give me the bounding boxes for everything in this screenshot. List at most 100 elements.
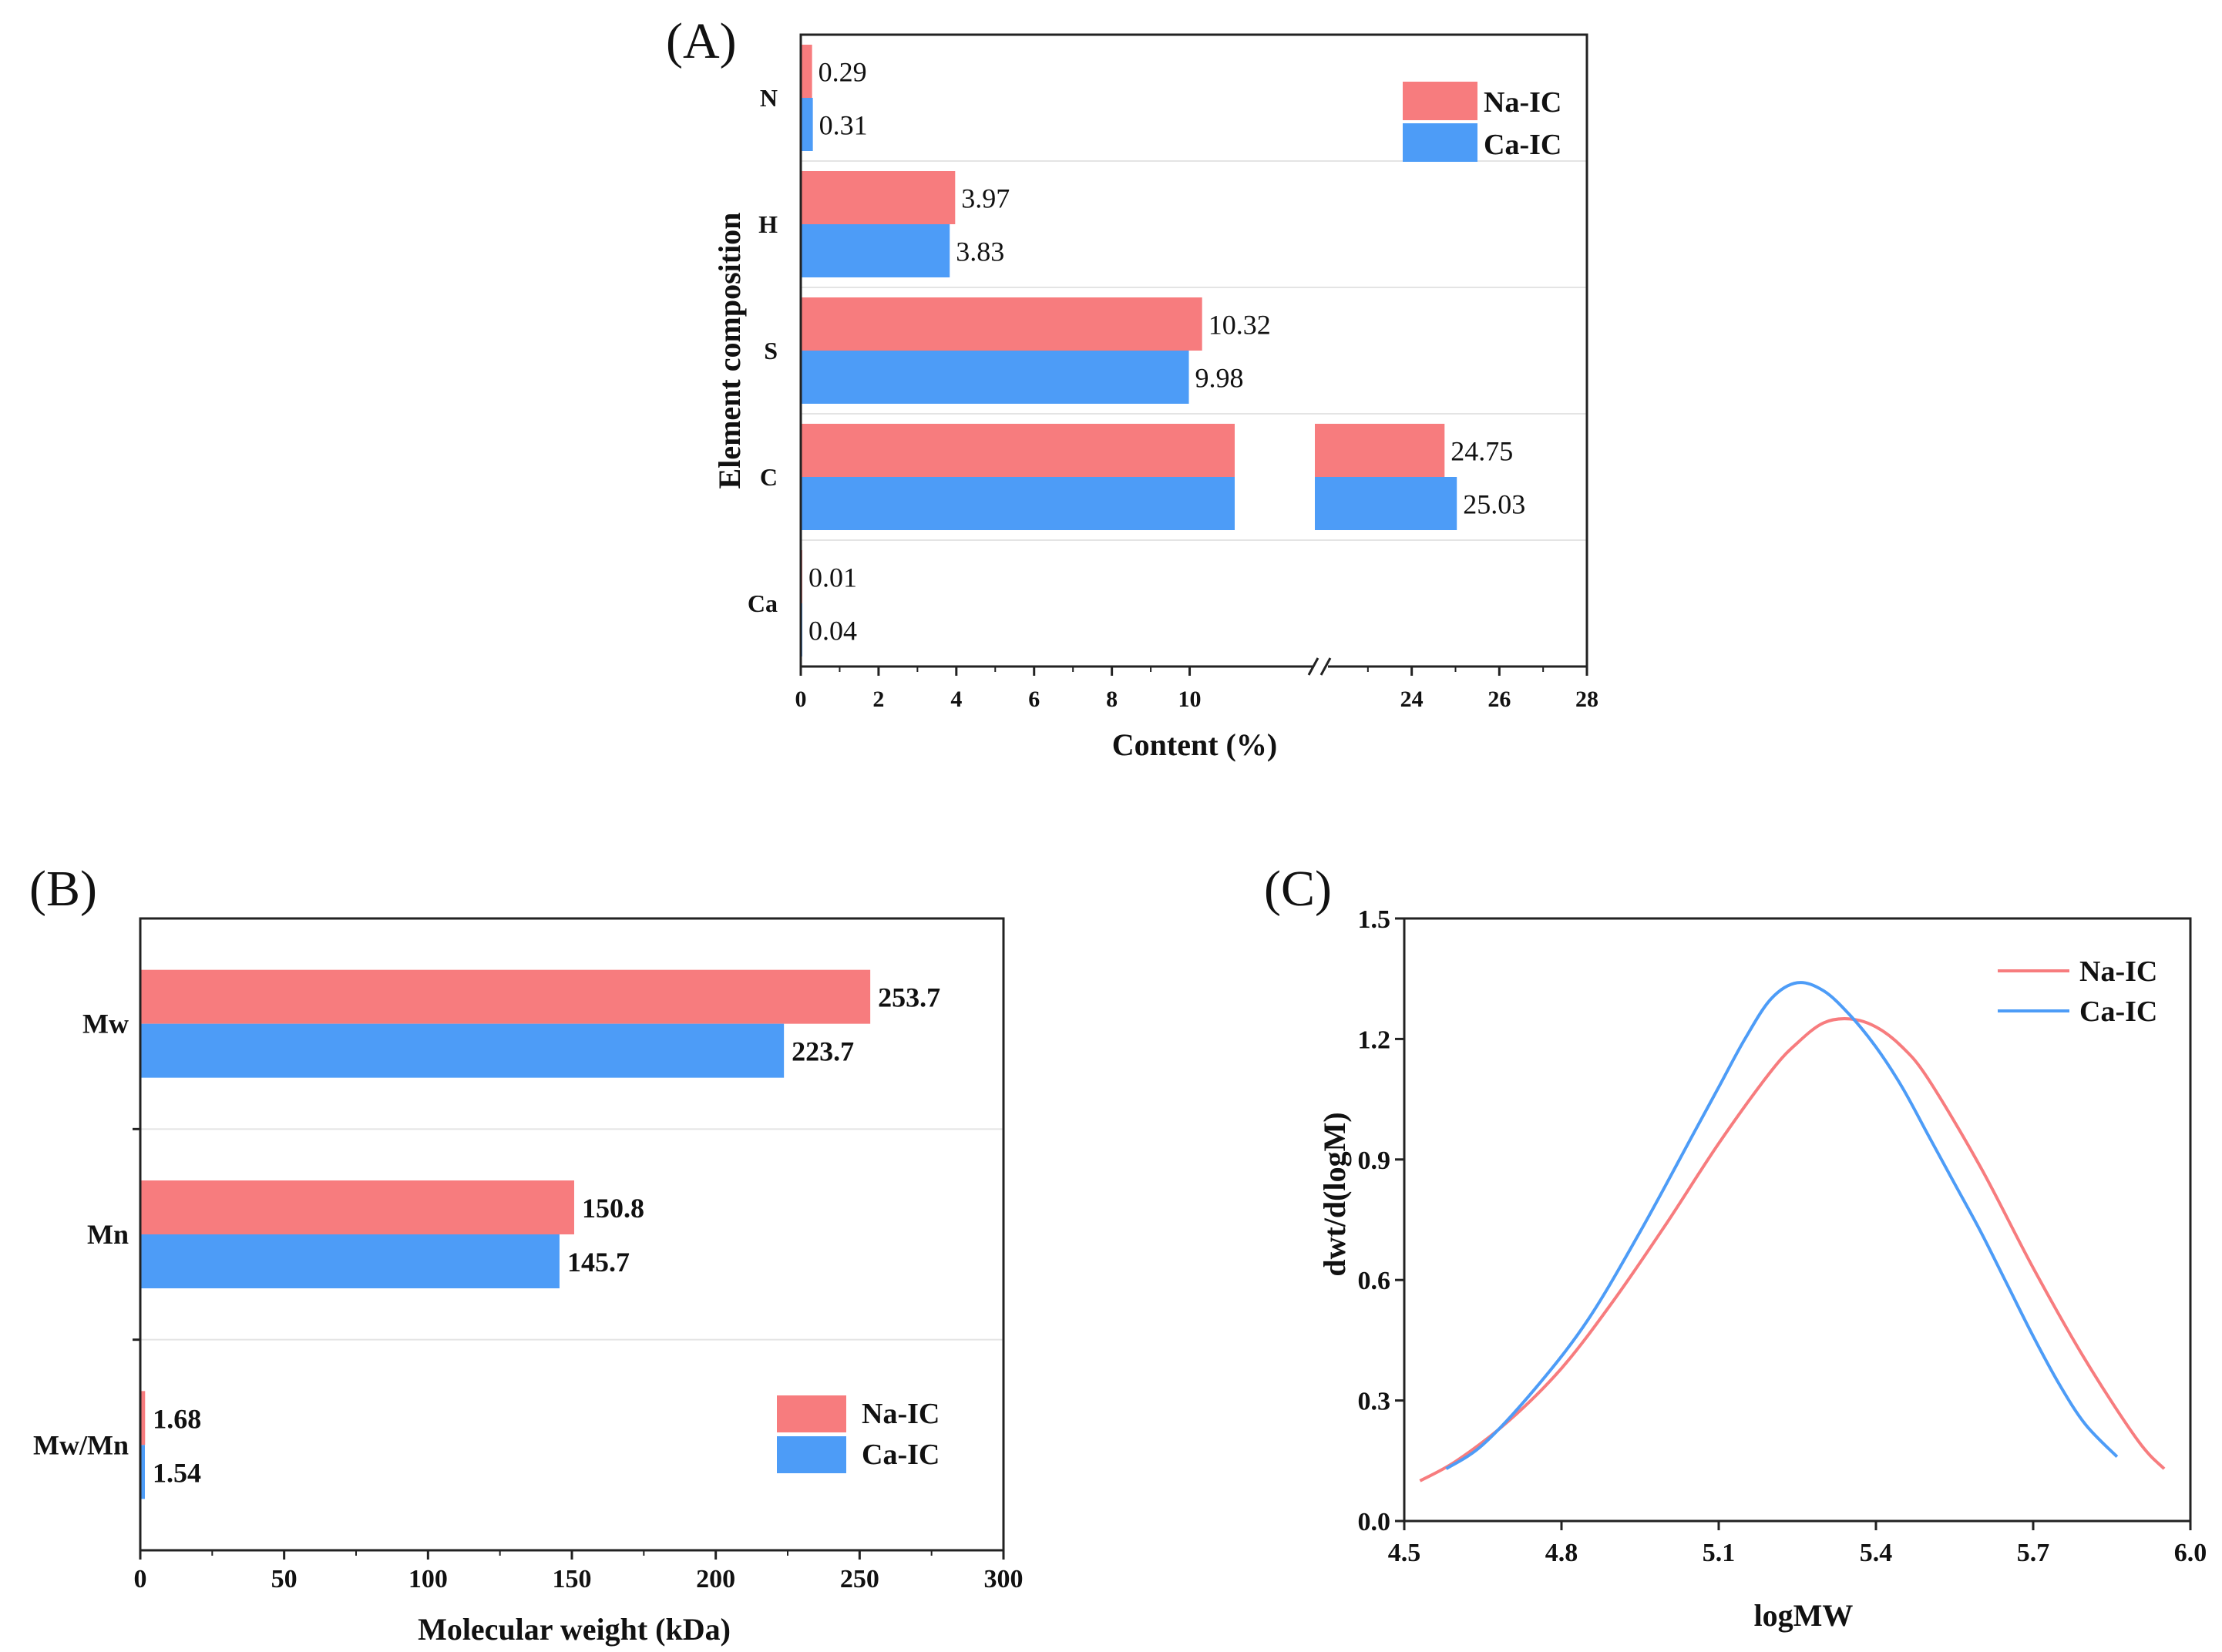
- data-label-ca-ic-mw: 223.7: [792, 1036, 854, 1067]
- panel-c-y-axis-title: dwt/d(logM): [1317, 1112, 1352, 1276]
- panel-c-x-axis-title: logMW: [1754, 1598, 1854, 1633]
- data-label-ca-ic-h: 3.83: [956, 237, 1004, 267]
- category-label-ca: Ca: [748, 589, 778, 617]
- x-tick-label-4.8: 4.8: [1545, 1539, 1578, 1567]
- legend-label-ca-ic: Ca-IC: [2079, 996, 2157, 1028]
- x-tick-label-26: 26: [1487, 687, 1511, 712]
- panel-b-x-axis: 0 50 100 150 200 250 300: [134, 1550, 1024, 1593]
- x-tick-label-10: 10: [1178, 687, 1202, 712]
- axis-break-mark-right: [1319, 657, 1332, 676]
- x-tick-label-8: 8: [1106, 687, 1118, 712]
- panel-c-lines: [1419, 981, 2166, 1482]
- bar-na-ic-mw: [140, 969, 871, 1024]
- bar-ca-ic-h: [801, 224, 950, 277]
- panel-b-bars: 253.7 223.7 150.8 145.7 1.68 1.54: [140, 969, 940, 1499]
- data-label-ca-ic-s: 9.98: [1195, 363, 1244, 394]
- x-tick-label-50: 50: [271, 1565, 297, 1593]
- x-tick-label-100: 100: [408, 1565, 448, 1593]
- data-label-na-ic-c: 24.75: [1451, 436, 1513, 467]
- y-tick-label-0.0: 0.0: [1358, 1508, 1391, 1536]
- y-tick-label-0.3: 0.3: [1358, 1388, 1391, 1416]
- panel-a: (A) 0.290.313.973.8310.329.9824.7525.030…: [666, 13, 1598, 762]
- x-tick-label-6: 6: [1028, 687, 1040, 712]
- data-label-ca-ic-c: 25.03: [1463, 489, 1525, 520]
- data-label-ca-ic-n: 0.31: [819, 110, 868, 141]
- category-label-s: S: [764, 337, 778, 364]
- data-label-na-ic-mw: 253.7: [878, 982, 940, 1013]
- data-label-ca-ic-ca: 0.04: [808, 616, 857, 646]
- bar-ca-ic-s: [801, 351, 1189, 404]
- x-tick-label-4.5: 4.5: [1388, 1539, 1421, 1567]
- data-label-ca-ic-mn: 145.7: [567, 1247, 630, 1278]
- bar-na-ic-h: [801, 171, 956, 224]
- bar-na-ic-s: [801, 297, 1202, 351]
- panel-a-label: (A): [666, 13, 737, 69]
- data-label-na-ic-n: 0.29: [819, 57, 867, 88]
- x-tick-label-0: 0: [795, 687, 807, 712]
- bar-ca-ic-mn: [140, 1234, 560, 1288]
- panel-c-label: (C): [1264, 861, 1332, 917]
- panel-a-axis-break: [1307, 655, 1332, 678]
- x-tick-label-6.0: 6.0: [2174, 1539, 2207, 1567]
- x-tick-label-250: 250: [840, 1565, 879, 1593]
- legend-swatch-na-ic: [777, 1395, 846, 1432]
- panel-c: (C) 4.5 4.8 5.1 5.4 5.7 6.0 0.0 0.3 0.6 0.9 1.2 1.…: [1264, 861, 2207, 1633]
- panel-b-category-labels: Mw Mn Mw/Mn: [33, 1009, 129, 1461]
- panel-a-x-axis-title: Content (%): [1112, 727, 1277, 762]
- x-tick-label-5.1: 5.1: [1703, 1539, 1736, 1567]
- panel-c-legend: Na-IC Ca-IC: [1998, 955, 2157, 1028]
- x-tick-label-28: 28: [1575, 687, 1598, 712]
- panel-c-y-axis: 0.0 0.3 0.6 0.9 1.2 1.5: [1358, 905, 1404, 1536]
- panel-a-legend: Na-IC Ca-IC: [1403, 82, 1561, 162]
- y-tick-label-1.5: 1.5: [1358, 905, 1391, 934]
- panel-b-legend: Na-IC Ca-IC: [777, 1395, 940, 1473]
- panel-a-plot-frame: [799, 33, 1588, 668]
- x-tick-label-2: 2: [872, 687, 884, 712]
- panel-b: (B) 253.7 223.7 150.8 145.7 1.68 1.54 0 50 100 1…: [29, 861, 1024, 1647]
- bar-ca-ic-mw-mn: [140, 1445, 145, 1499]
- x-tick-label-5.7: 5.7: [2017, 1539, 2050, 1567]
- data-label-ca-ic-mw-mn: 1.54: [153, 1457, 201, 1488]
- panel-c-plot-frame: [1403, 917, 2192, 1523]
- x-tick-label-200: 200: [696, 1565, 735, 1593]
- bar-na-ic-mw-mn: [140, 1391, 146, 1446]
- x-tick-label-150: 150: [553, 1565, 592, 1593]
- legend-label-na-ic: Na-IC: [2079, 955, 2157, 988]
- category-label-mw: Mw: [82, 1009, 129, 1039]
- data-label-na-ic-h: 3.97: [961, 183, 1010, 214]
- panel-b-gridlines: [133, 1127, 1003, 1341]
- panel-b-x-axis-title: Molecular weight (kDa): [418, 1612, 731, 1647]
- category-label-n: N: [760, 84, 778, 112]
- legend-label-ca-ic: Ca-IC: [1484, 129, 1561, 161]
- legend-swatch-ca-ic: [777, 1436, 846, 1473]
- bar-ca-ic-c-right: [1315, 477, 1457, 530]
- panel-a-y-axis-title: Element composition: [712, 213, 747, 489]
- legend-label-ca-ic: Ca-IC: [862, 1439, 940, 1471]
- data-label-na-ic-ca: 0.01: [808, 562, 857, 593]
- bar-ca-ic-n: [801, 98, 813, 151]
- legend-label-na-ic: Na-IC: [1484, 86, 1561, 119]
- legend-swatch-na-ic: [1403, 82, 1477, 120]
- bar-ca-ic-mw: [140, 1023, 785, 1078]
- data-label-na-ic-mw-mn: 1.68: [153, 1403, 201, 1434]
- x-tick-label-24: 24: [1400, 687, 1424, 712]
- x-tick-label-0: 0: [134, 1565, 147, 1593]
- bar-na-ic-c-left: [801, 424, 1235, 477]
- series-line-na-ic: [1419, 1017, 2166, 1482]
- legend-label-na-ic: Na-IC: [862, 1398, 940, 1430]
- axis-break-mark-left: [1307, 657, 1319, 676]
- category-label-h: H: [758, 210, 778, 238]
- panel-a-x-axis: 0 2 4 6 8 10 24 26 28: [795, 667, 1598, 712]
- category-label-mw-mn: Mw/Mn: [33, 1429, 129, 1460]
- data-label-na-ic-mn: 150.8: [582, 1193, 644, 1224]
- panel-b-label: (B): [29, 861, 97, 917]
- category-label-c: C: [760, 463, 778, 491]
- panel-a-category-labels: N H S C Ca: [748, 84, 778, 617]
- y-tick-label-0.9: 0.9: [1358, 1147, 1391, 1175]
- x-tick-label-4: 4: [950, 687, 962, 712]
- legend-swatch-ca-ic: [1403, 123, 1477, 162]
- panel-a-bars: 0.29 0.31 3.97 3.83 10.32 9.98 24.75 25.03 0.01 0…: [801, 45, 1525, 656]
- x-tick-label-5.4: 5.4: [1860, 1539, 1893, 1567]
- y-tick-label-0.6: 0.6: [1358, 1267, 1391, 1295]
